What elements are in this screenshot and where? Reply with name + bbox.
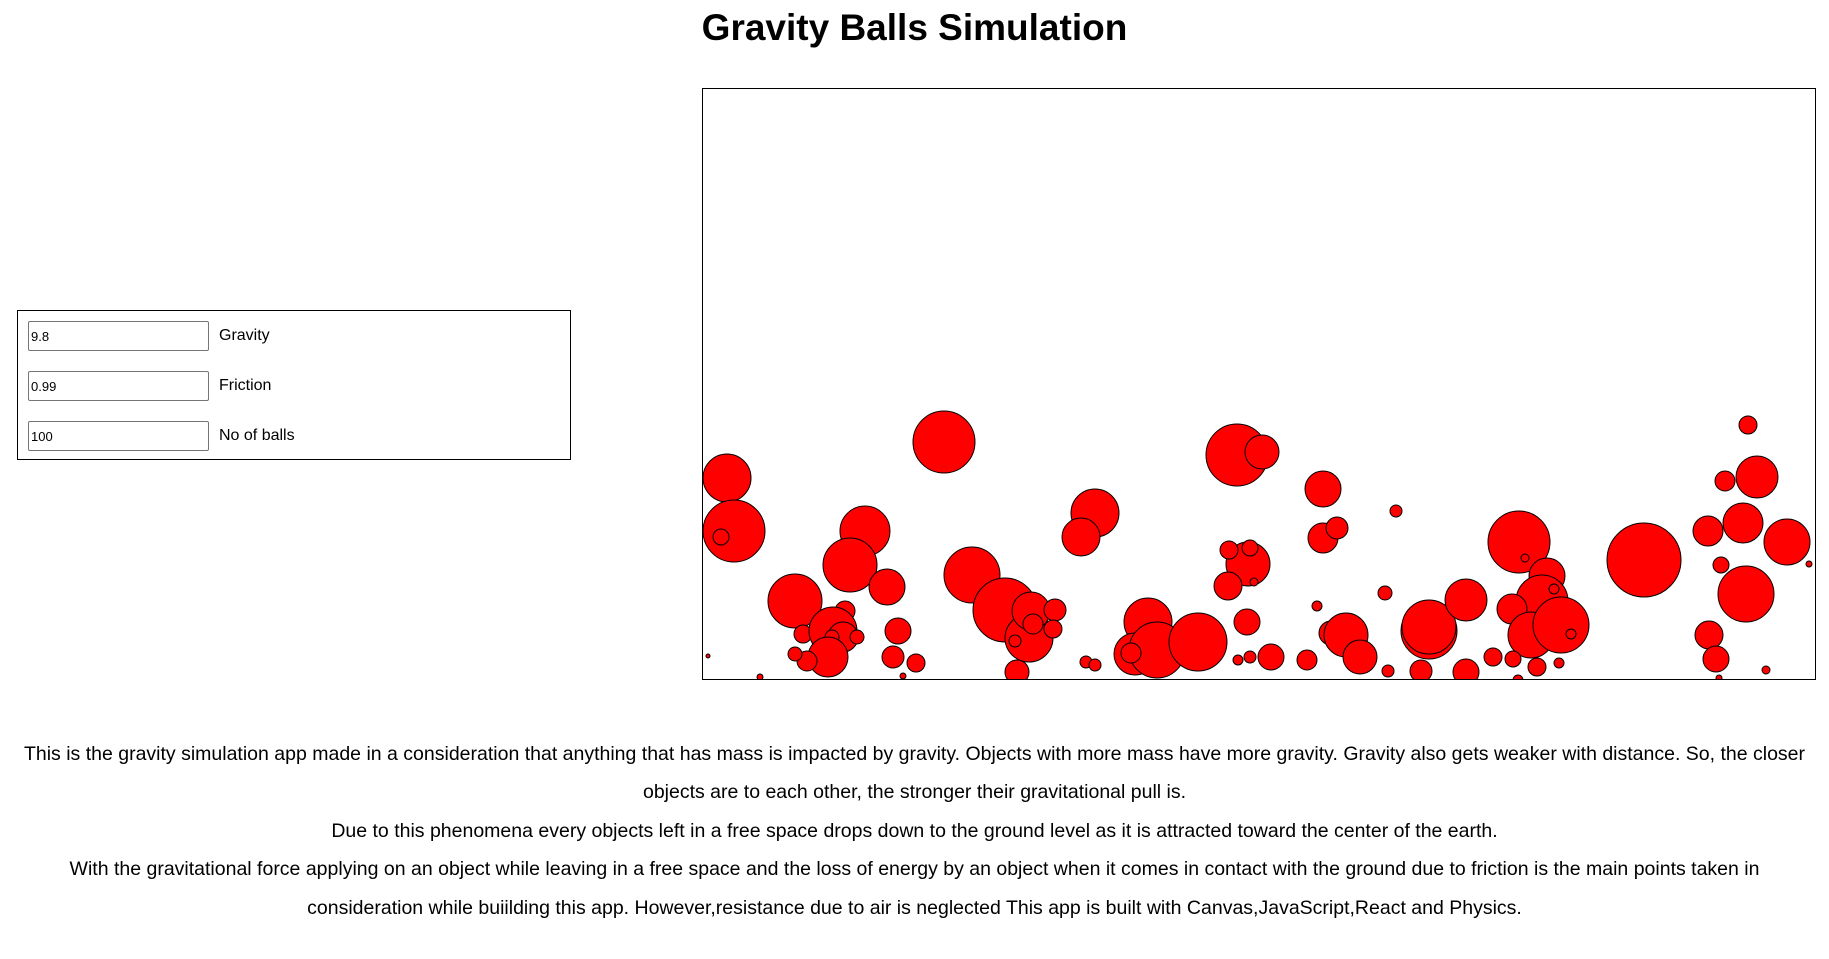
- ball: [756, 673, 764, 679]
- ball: [912, 410, 976, 474]
- ball: [1377, 585, 1393, 601]
- ball: [1512, 674, 1524, 679]
- ball: [849, 629, 865, 645]
- friction-label: Friction: [219, 377, 272, 394]
- ball: [1213, 571, 1243, 601]
- ball: [703, 453, 752, 503]
- ball: [1249, 577, 1259, 587]
- ball: [712, 528, 730, 546]
- ball: [705, 653, 711, 659]
- ball: [1043, 598, 1067, 622]
- ball: [1243, 650, 1257, 664]
- ball: [1219, 540, 1239, 560]
- ball: [1304, 470, 1342, 508]
- ball: [1532, 596, 1590, 654]
- ball: [1168, 612, 1228, 672]
- ball: [1088, 658, 1102, 672]
- ball: [1120, 642, 1142, 664]
- ball: [1061, 517, 1101, 557]
- ball: [1548, 583, 1560, 595]
- ball: [1712, 556, 1730, 574]
- ball: [1311, 600, 1323, 612]
- ball: [1241, 539, 1259, 557]
- ball: [1553, 657, 1565, 669]
- ball: [906, 653, 926, 673]
- ball: [1694, 620, 1724, 650]
- ball: [1296, 649, 1318, 671]
- ball: [822, 537, 878, 593]
- ball: [1444, 578, 1488, 622]
- ball: [1022, 613, 1044, 635]
- balls-row: No of balls: [28, 421, 295, 451]
- ball: [1342, 639, 1378, 675]
- ball: [1504, 650, 1522, 668]
- ball: [884, 617, 912, 645]
- ball: [1483, 647, 1503, 667]
- ball: [1008, 634, 1022, 648]
- ball: [1409, 659, 1433, 679]
- ball: [1381, 664, 1395, 678]
- ball: [1606, 522, 1682, 598]
- ball: [1722, 502, 1764, 544]
- ball: [1714, 470, 1736, 492]
- ball: [1565, 628, 1577, 640]
- ball: [1325, 516, 1349, 540]
- ball: [1735, 455, 1779, 499]
- ball: [1805, 560, 1813, 568]
- description-paragraph-2: Due to this phenomena every objects left…: [331, 819, 1498, 842]
- ball: [1738, 415, 1758, 435]
- ball: [899, 672, 907, 679]
- simulation-canvas[interactable]: [702, 88, 1816, 680]
- ball: [1761, 665, 1771, 675]
- balls-layer: [703, 410, 1813, 679]
- ball: [767, 573, 823, 629]
- ball: [1257, 643, 1285, 671]
- ball: [881, 645, 905, 669]
- description-paragraph-1: This is the gravity simulation app made …: [23, 743, 1806, 804]
- ball: [1702, 645, 1730, 673]
- balls-count-input[interactable]: [28, 421, 209, 451]
- ball: [1527, 657, 1547, 677]
- ball: [1520, 553, 1530, 563]
- ball: [1043, 619, 1063, 639]
- ball: [1401, 599, 1457, 655]
- friction-input[interactable]: [28, 371, 209, 401]
- ball: [868, 568, 906, 606]
- ball: [1692, 515, 1724, 547]
- description: This is the gravity simulation app made …: [20, 735, 1809, 927]
- gravity-row: Gravity: [28, 321, 270, 351]
- ball: [1004, 659, 1030, 679]
- gravity-input[interactable]: [28, 321, 209, 351]
- ball: [1715, 674, 1723, 679]
- ball: [1452, 658, 1480, 679]
- friction-row: Friction: [28, 371, 271, 401]
- ball: [787, 646, 803, 662]
- controls-panel: Gravity Friction No of balls: [17, 310, 571, 460]
- balls-count-label: No of balls: [219, 427, 295, 444]
- ball: [1389, 504, 1403, 518]
- page-title: Gravity Balls Simulation: [701, 7, 1128, 48]
- ball: [1763, 518, 1811, 566]
- ball: [1233, 608, 1261, 636]
- description-paragraph-3: With the gravitational force applying on…: [69, 858, 1760, 919]
- ball: [1232, 654, 1244, 666]
- ball: [1717, 565, 1775, 623]
- gravity-label: Gravity: [219, 327, 270, 344]
- ball: [703, 499, 766, 563]
- ball: [1244, 434, 1280, 470]
- ball: [1487, 510, 1551, 574]
